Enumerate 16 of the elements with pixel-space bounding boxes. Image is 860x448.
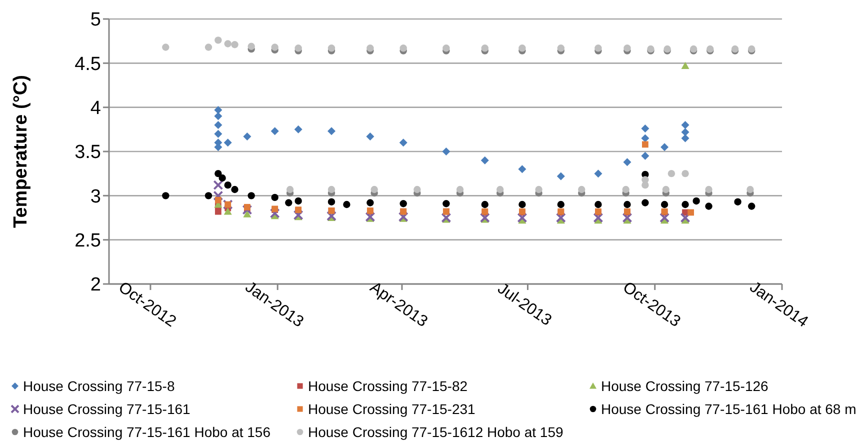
- legend-label: House Crossing 77-15-8: [23, 378, 175, 394]
- y-axis-title: Temperature (°C): [10, 75, 32, 228]
- legend-label: House Crossing 77-15-82: [308, 378, 468, 394]
- y-tick-label: 3: [90, 186, 101, 208]
- y-tick-label: 2: [90, 274, 101, 296]
- y-tick-label: 3.5: [74, 142, 101, 164]
- y-tick-label: 5: [90, 10, 101, 31]
- y-tick-label: 4.5: [74, 54, 101, 75]
- legend-label: House Crossing 77-15-231: [308, 401, 476, 417]
- y-tick-label: 2.5: [74, 230, 101, 252]
- legend-label: House Crossing 77-15-1612 Hobo at 159: [308, 424, 564, 440]
- y-tick-label: 4: [90, 98, 102, 120]
- legend-label: House Crossing 77-15-126: [601, 378, 768, 394]
- legend-label: House Crossing 77-15-161 Hobo at 156: [23, 424, 270, 440]
- legend-label: House Crossing 77-15-161 Hobo at 68 m: [601, 401, 856, 417]
- legend-label: House Crossing 77-15-161: [23, 401, 190, 417]
